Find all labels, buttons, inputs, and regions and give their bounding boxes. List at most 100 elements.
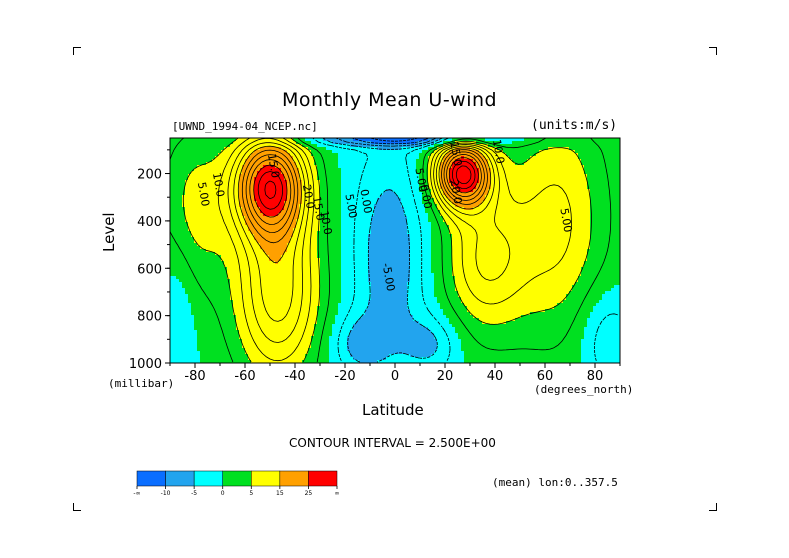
contour-cell <box>356 339 360 343</box>
contour-cell <box>224 336 228 340</box>
contour-cell <box>353 246 357 250</box>
contour-cell <box>257 189 261 193</box>
contour-cell <box>329 204 333 208</box>
contour-cell <box>350 138 354 142</box>
contour-cell <box>356 255 360 259</box>
contour-cell <box>242 282 246 286</box>
contour-cell <box>299 258 303 262</box>
contour-cell <box>341 147 345 151</box>
contour-cell <box>248 291 252 295</box>
contour-cell <box>251 156 255 160</box>
contour-cell <box>368 192 372 196</box>
contour-cell <box>206 147 210 151</box>
contour-cell <box>335 303 339 307</box>
contour-cell <box>209 183 213 187</box>
contour-cell <box>323 162 327 166</box>
contour-cell <box>173 177 177 181</box>
contour-cell <box>191 195 195 199</box>
contour-cell <box>236 318 240 322</box>
contour-cell <box>272 210 276 214</box>
contour-cell <box>269 342 273 346</box>
contour-cell <box>329 195 333 199</box>
contour-cell <box>176 324 180 328</box>
contour-cell <box>323 150 327 154</box>
contour-cell <box>233 294 237 298</box>
contour-cell <box>284 333 288 337</box>
contour-cell <box>185 231 189 235</box>
contour-cell <box>290 237 294 241</box>
contour-cell <box>212 207 216 211</box>
contour-cell <box>347 150 351 154</box>
contour-cell <box>176 189 180 193</box>
contour-cell <box>248 144 252 148</box>
contour-cell <box>275 213 279 217</box>
contour-cell <box>257 222 261 226</box>
contour-cell <box>269 219 273 223</box>
contour-cell <box>203 237 207 241</box>
contour-cell <box>323 234 327 238</box>
contour-cell <box>320 192 324 196</box>
contour-cell <box>194 336 198 340</box>
contour-cell <box>278 213 282 217</box>
contour-cell <box>275 321 279 325</box>
contour-cell <box>326 174 330 178</box>
contour-cell <box>302 180 306 184</box>
contour-cell <box>182 180 186 184</box>
contour-cell <box>230 252 234 256</box>
contour-cell <box>278 357 282 361</box>
contour-cell <box>242 252 246 256</box>
contour-cell <box>266 261 270 265</box>
contour-cell <box>293 339 297 343</box>
contour-cell <box>317 237 321 241</box>
contour-cell <box>290 168 294 172</box>
contour-cell <box>215 138 219 142</box>
contour-cell <box>182 156 186 160</box>
contour-cell <box>341 255 345 259</box>
contour-cell <box>341 138 345 142</box>
contour-cell <box>344 342 348 346</box>
contour-cell <box>353 306 357 310</box>
contour-cell <box>170 330 174 334</box>
contour-cell <box>293 138 297 142</box>
contour-cell <box>194 180 198 184</box>
contour-cell <box>341 210 345 214</box>
contour-cell <box>215 207 219 211</box>
contour-cell <box>272 168 276 172</box>
contour-cell <box>236 309 240 313</box>
contour-cell <box>299 246 303 250</box>
contour-cell <box>335 177 339 181</box>
contour-cell <box>305 324 309 328</box>
contour-cell <box>218 189 222 193</box>
contour-cell <box>170 231 174 235</box>
contour-cell <box>278 360 282 363</box>
contour-cell <box>341 288 345 292</box>
contour-cell <box>215 288 219 292</box>
contour-cell <box>296 213 300 217</box>
contour-cell <box>212 180 216 184</box>
contour-cell <box>299 330 303 334</box>
contour-cell <box>221 267 225 271</box>
contour-cell <box>182 318 186 322</box>
contour-cell <box>329 174 333 178</box>
contour-cell <box>296 351 300 355</box>
contour-cell <box>248 216 252 220</box>
contour-cell <box>284 306 288 310</box>
contour-cell <box>206 255 210 259</box>
contour-cell <box>185 327 189 331</box>
contour-cell <box>287 186 291 190</box>
contour-cell <box>200 156 204 160</box>
contour-cell <box>221 177 225 181</box>
contour-cell <box>305 270 309 274</box>
contour-cell <box>254 267 258 271</box>
contour-cell <box>188 243 192 247</box>
contour-cell <box>179 231 183 235</box>
contour-cell <box>212 147 216 151</box>
contour-cell <box>260 354 264 358</box>
contour-cell <box>227 249 231 253</box>
corner-mark-top-left <box>73 47 81 55</box>
contour-cell <box>227 354 231 358</box>
contour-cell <box>212 327 216 331</box>
contour-cell <box>203 282 207 286</box>
contour-cell <box>170 321 174 325</box>
contour-cell <box>200 234 204 238</box>
